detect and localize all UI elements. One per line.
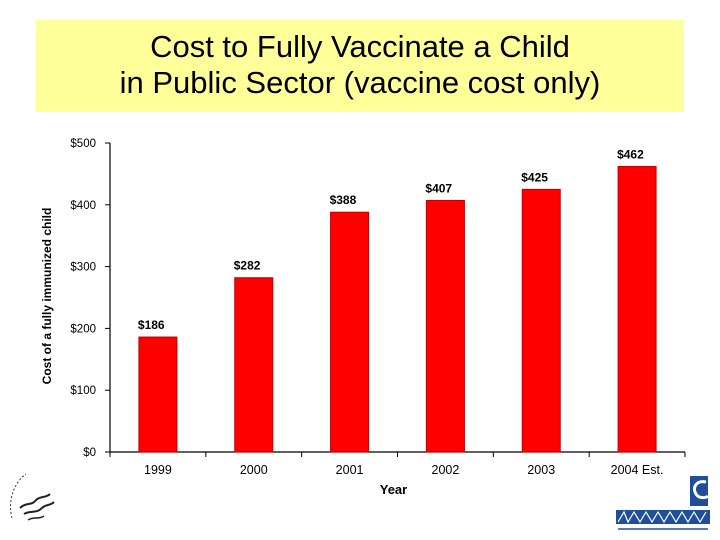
data-label: $388 [330, 193, 357, 207]
title-line-1: Cost to Fully Vaccinate a Child [150, 29, 570, 64]
x-tick-label: 2003 [527, 463, 555, 477]
bar [425, 199, 465, 453]
bar [330, 211, 370, 453]
bar [138, 336, 178, 453]
x-tick-label: 2000 [240, 463, 268, 477]
title-line-2: in Public Sector (vaccine cost only) [119, 65, 601, 100]
y-tick-label: $400 [70, 200, 96, 212]
y-tick-label: $100 [70, 385, 96, 397]
bar [617, 165, 657, 453]
y-tick-label: $300 [70, 262, 96, 274]
bar [521, 188, 561, 453]
y-tick-label: $500 [70, 138, 96, 150]
x-tick-label: 2002 [432, 463, 460, 477]
y-tick-label: $0 [83, 447, 96, 459]
x-tick-label: 1999 [144, 463, 172, 477]
cdc-logo-icon [616, 476, 710, 530]
data-label: $462 [617, 147, 644, 161]
y-tick-label: $200 [70, 323, 96, 335]
x-tick-label: 2004 Est. [611, 463, 664, 477]
data-label: $425 [521, 170, 548, 184]
x-tick-label: 2001 [336, 463, 364, 477]
hhs-seal-icon [10, 473, 55, 521]
data-label: $407 [425, 181, 452, 195]
y-axis-title: Cost of a fully immunized child [40, 208, 54, 385]
title-band: Cost to Fully Vaccinate a Child in Publi… [36, 20, 684, 112]
data-label: $282 [234, 259, 261, 273]
data-label: $186 [138, 318, 165, 332]
bar [234, 277, 274, 453]
x-axis-title: Year [380, 482, 407, 497]
